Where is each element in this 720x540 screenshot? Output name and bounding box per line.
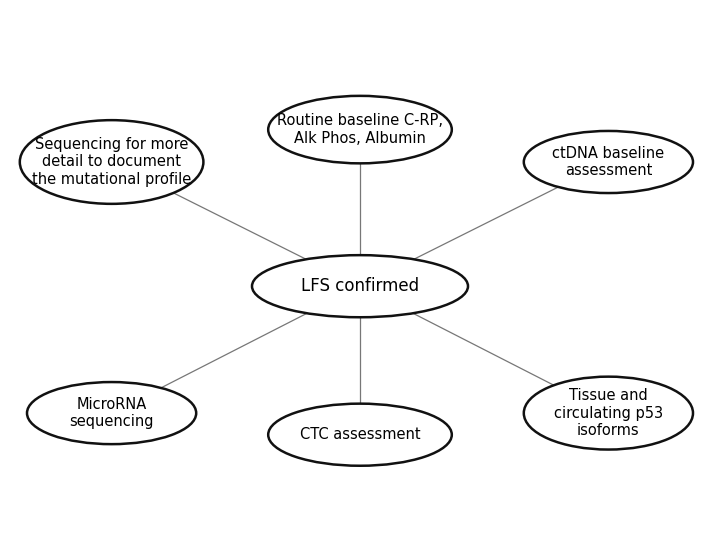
Text: Tissue and
circulating p53
isoforms: Tissue and circulating p53 isoforms — [554, 388, 663, 438]
Ellipse shape — [252, 255, 468, 318]
Ellipse shape — [523, 377, 693, 449]
Text: LFS confirmed: LFS confirmed — [301, 277, 419, 295]
Text: MicroRNA
sequencing: MicroRNA sequencing — [69, 397, 154, 429]
Ellipse shape — [523, 131, 693, 193]
Text: ctDNA baseline
assessment: ctDNA baseline assessment — [552, 146, 665, 178]
Ellipse shape — [27, 382, 196, 444]
Text: Routine baseline C-RP,
Alk Phos, Albumin: Routine baseline C-RP, Alk Phos, Albumin — [277, 113, 443, 146]
Text: Sequencing for more
detail to document
the mutational profile: Sequencing for more detail to document t… — [32, 137, 192, 187]
Text: CTC assessment: CTC assessment — [300, 427, 420, 442]
Ellipse shape — [268, 96, 452, 163]
Ellipse shape — [268, 404, 452, 465]
Ellipse shape — [19, 120, 203, 204]
